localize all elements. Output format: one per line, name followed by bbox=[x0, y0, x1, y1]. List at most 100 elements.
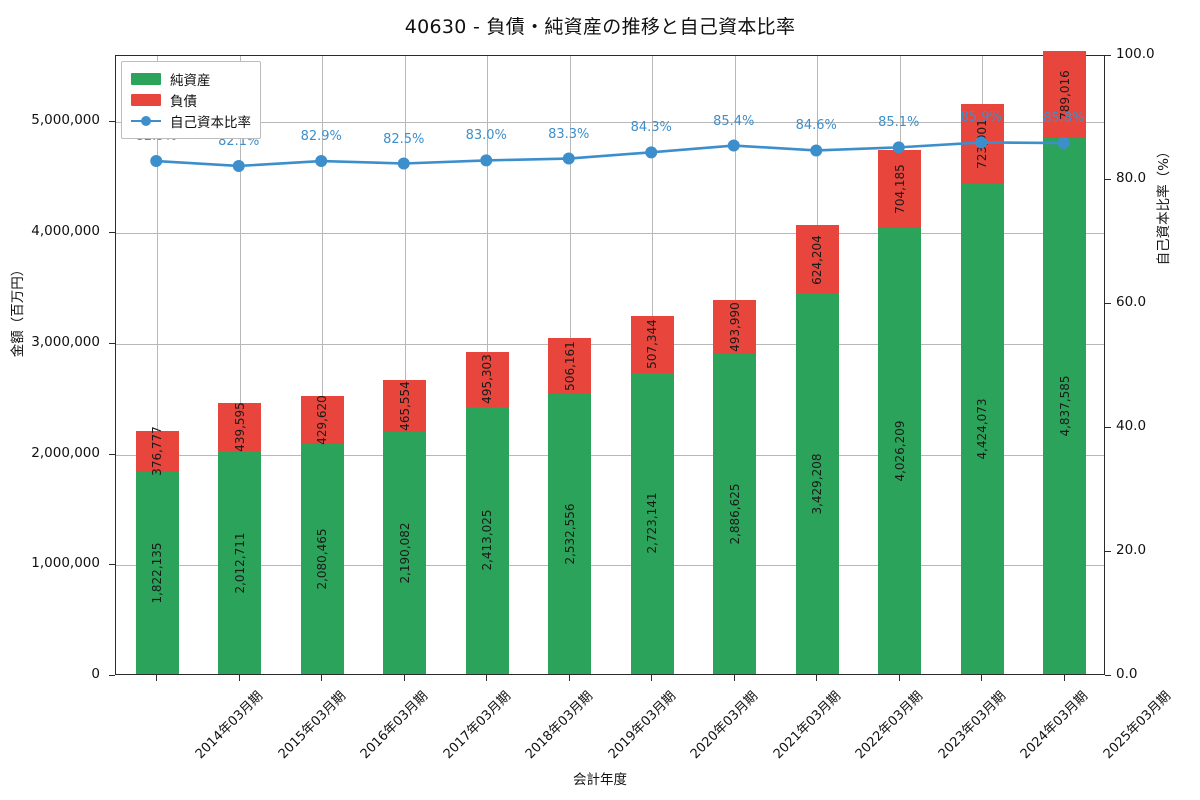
ratio-value-label: 85.4% bbox=[713, 113, 755, 129]
bar-value-label-liability: 465,554 bbox=[397, 380, 412, 431]
bar-stack[interactable]: 2,532,556 506,161 bbox=[548, 337, 592, 674]
grid-line bbox=[116, 122, 1104, 124]
bar-value-label-liability: 507,344 bbox=[645, 319, 660, 370]
bar-value-label-liability: 493,990 bbox=[727, 302, 742, 352]
bar-segment-equity[interactable]: 4,026,209 bbox=[878, 228, 922, 674]
bar-stack[interactable]: 4,026,209 704,185 bbox=[878, 150, 922, 674]
bar-segment-equity[interactable]: 2,080,465 bbox=[300, 443, 344, 674]
grid-line bbox=[116, 454, 1104, 456]
x-axis-tick bbox=[733, 675, 735, 681]
y-axis-right-tick-label: 60.0 bbox=[1116, 294, 1147, 310]
bar-segment-liability[interactable]: 789,016 bbox=[1043, 51, 1087, 139]
bar-stack[interactable]: 4,837,585 789,016 bbox=[1043, 51, 1087, 674]
bar-stack[interactable]: 2,723,141 507,344 bbox=[630, 316, 674, 674]
bar-value-label-equity: 4,026,209 bbox=[892, 420, 907, 482]
bar-value-label-equity: 2,886,625 bbox=[727, 483, 742, 545]
ratio-value-label: 82.9% bbox=[300, 129, 342, 145]
bar-stack[interactable]: 2,012,711 439,595 bbox=[218, 402, 262, 674]
x-axis-tick-label: 2023年03月期 bbox=[935, 688, 1009, 763]
y-axis-right-tick bbox=[1105, 179, 1111, 180]
legend-item-equity-ratio[interactable]: 自己資本比率 bbox=[131, 110, 251, 131]
bar-segment-liability[interactable]: 507,344 bbox=[630, 316, 674, 373]
x-axis-tick-label: 2024年03月期 bbox=[1018, 688, 1092, 763]
y-axis-left-tick bbox=[109, 342, 115, 344]
y-axis-left-tick-label: 4,000,000 bbox=[31, 223, 100, 240]
bar-segment-equity[interactable]: 2,190,082 bbox=[383, 431, 427, 674]
bar-segment-liability[interactable]: 624,204 bbox=[795, 225, 839, 295]
y-axis-right-tick-label: 80.0 bbox=[1116, 170, 1147, 186]
bar-value-label-equity: 2,080,465 bbox=[315, 528, 330, 590]
y-axis-left-tick-label: 0 bbox=[91, 666, 100, 682]
bar-stack[interactable]: 2,190,082 465,554 bbox=[383, 380, 427, 674]
y-axis-left-tick bbox=[109, 675, 115, 676]
legend-item-equity[interactable]: 純資産 bbox=[131, 68, 251, 89]
grid-line bbox=[116, 565, 1104, 567]
x-axis-tick bbox=[981, 675, 983, 681]
x-axis-tick-label: 2021年03月期 bbox=[770, 688, 844, 763]
bar-segment-liability[interactable]: 493,990 bbox=[713, 299, 757, 355]
x-axis-tick bbox=[651, 675, 653, 681]
y-axis-left-tick bbox=[109, 232, 115, 234]
bar-segment-liability[interactable]: 704,185 bbox=[878, 150, 922, 229]
bar-segment-equity[interactable]: 2,012,711 bbox=[218, 451, 262, 674]
bar-segment-liability[interactable]: 495,303 bbox=[465, 352, 509, 407]
grid-line bbox=[116, 233, 1104, 235]
bar-stack[interactable]: 4,424,073 723,901 bbox=[960, 104, 1004, 674]
y-axis-left-tick bbox=[109, 121, 115, 123]
bar-segment-liability[interactable]: 465,554 bbox=[383, 380, 427, 432]
ratio-value-label: 84.3% bbox=[630, 120, 672, 136]
grid-line bbox=[116, 343, 1104, 345]
bar-stack[interactable]: 2,080,465 429,620 bbox=[300, 395, 344, 674]
bar-segment-equity[interactable]: 2,413,025 bbox=[465, 406, 509, 674]
bar-stack[interactable]: 2,413,025 495,303 bbox=[465, 352, 509, 674]
ratio-value-label: 82.5% bbox=[383, 131, 425, 147]
bar-value-label-equity: 2,532,556 bbox=[562, 503, 577, 565]
grid-line-vertical bbox=[322, 56, 324, 674]
bar-value-label-liability: 704,185 bbox=[892, 164, 907, 215]
x-axis-tick-label: 2020年03月期 bbox=[688, 688, 762, 763]
legend-label-equity-ratio: 自己資本比率 bbox=[170, 114, 251, 131]
bar-value-label-equity: 4,837,585 bbox=[1057, 375, 1072, 437]
x-axis-tick bbox=[898, 675, 900, 681]
y-axis-left-tick-label: 2,000,000 bbox=[31, 444, 100, 461]
y-axis-right-tick-label: 100.0 bbox=[1116, 46, 1155, 62]
bar-value-label-equity: 2,190,082 bbox=[397, 522, 412, 584]
y-axis-right-title: 自己資本比率（%） bbox=[1156, 144, 1172, 266]
bar-segment-equity[interactable]: 2,886,625 bbox=[713, 354, 757, 674]
bar-stack[interactable]: 1,822,135 376,777 bbox=[135, 427, 179, 674]
bar-value-label-equity: 2,723,141 bbox=[645, 492, 660, 554]
bar-segment-equity[interactable]: 1,822,135 bbox=[135, 472, 179, 674]
bar-segment-equity[interactable]: 4,424,073 bbox=[960, 184, 1004, 674]
legend-swatch-liability bbox=[131, 93, 161, 106]
x-axis-tick bbox=[568, 675, 570, 681]
bar-value-label-liability: 429,620 bbox=[315, 395, 330, 445]
y-axis-right-tick bbox=[1105, 55, 1111, 56]
bar-value-label-liability: 624,204 bbox=[810, 234, 825, 285]
bar-stack[interactable]: 2,886,625 493,990 bbox=[713, 299, 757, 674]
legend-line-equity-ratio bbox=[131, 115, 161, 127]
bar-value-label-liability: 506,161 bbox=[562, 340, 577, 391]
bar-segment-equity[interactable]: 2,532,556 bbox=[548, 393, 592, 674]
legend-label-liability: 負債 bbox=[170, 93, 197, 110]
legend-item-liability[interactable]: 負債 bbox=[131, 89, 251, 110]
chart-legend: 純資産 負債 自己資本比率 bbox=[121, 61, 261, 139]
ratio-value-label: 83.3% bbox=[548, 126, 590, 142]
bar-segment-liability[interactable]: 376,777 bbox=[135, 427, 179, 476]
x-axis-tick-label: 2016年03月期 bbox=[358, 688, 432, 763]
bar-value-label-equity: 2,413,025 bbox=[480, 509, 495, 571]
bar-stack[interactable]: 3,429,208 624,204 bbox=[795, 225, 839, 674]
grid-line-vertical bbox=[239, 56, 241, 674]
y-axis-right-tick bbox=[1105, 551, 1111, 552]
legend-swatch-equity bbox=[131, 72, 161, 85]
x-axis-tick bbox=[238, 675, 240, 681]
ratio-value-label: 85.1% bbox=[878, 115, 920, 131]
bar-value-label-liability: 376,777 bbox=[150, 426, 165, 477]
x-axis-tick-label: 2025年03月期 bbox=[1100, 688, 1174, 763]
bar-value-label-equity: 2,012,711 bbox=[232, 532, 247, 594]
bar-segment-liability[interactable]: 439,595 bbox=[218, 402, 262, 452]
bar-segment-equity[interactable]: 3,429,208 bbox=[795, 294, 839, 674]
bar-segment-liability[interactable]: 506,161 bbox=[548, 337, 592, 394]
bar-segment-equity[interactable]: 2,723,141 bbox=[630, 372, 674, 674]
bar-segment-equity[interactable]: 4,837,585 bbox=[1043, 138, 1087, 674]
bar-segment-liability[interactable]: 429,620 bbox=[300, 395, 344, 445]
